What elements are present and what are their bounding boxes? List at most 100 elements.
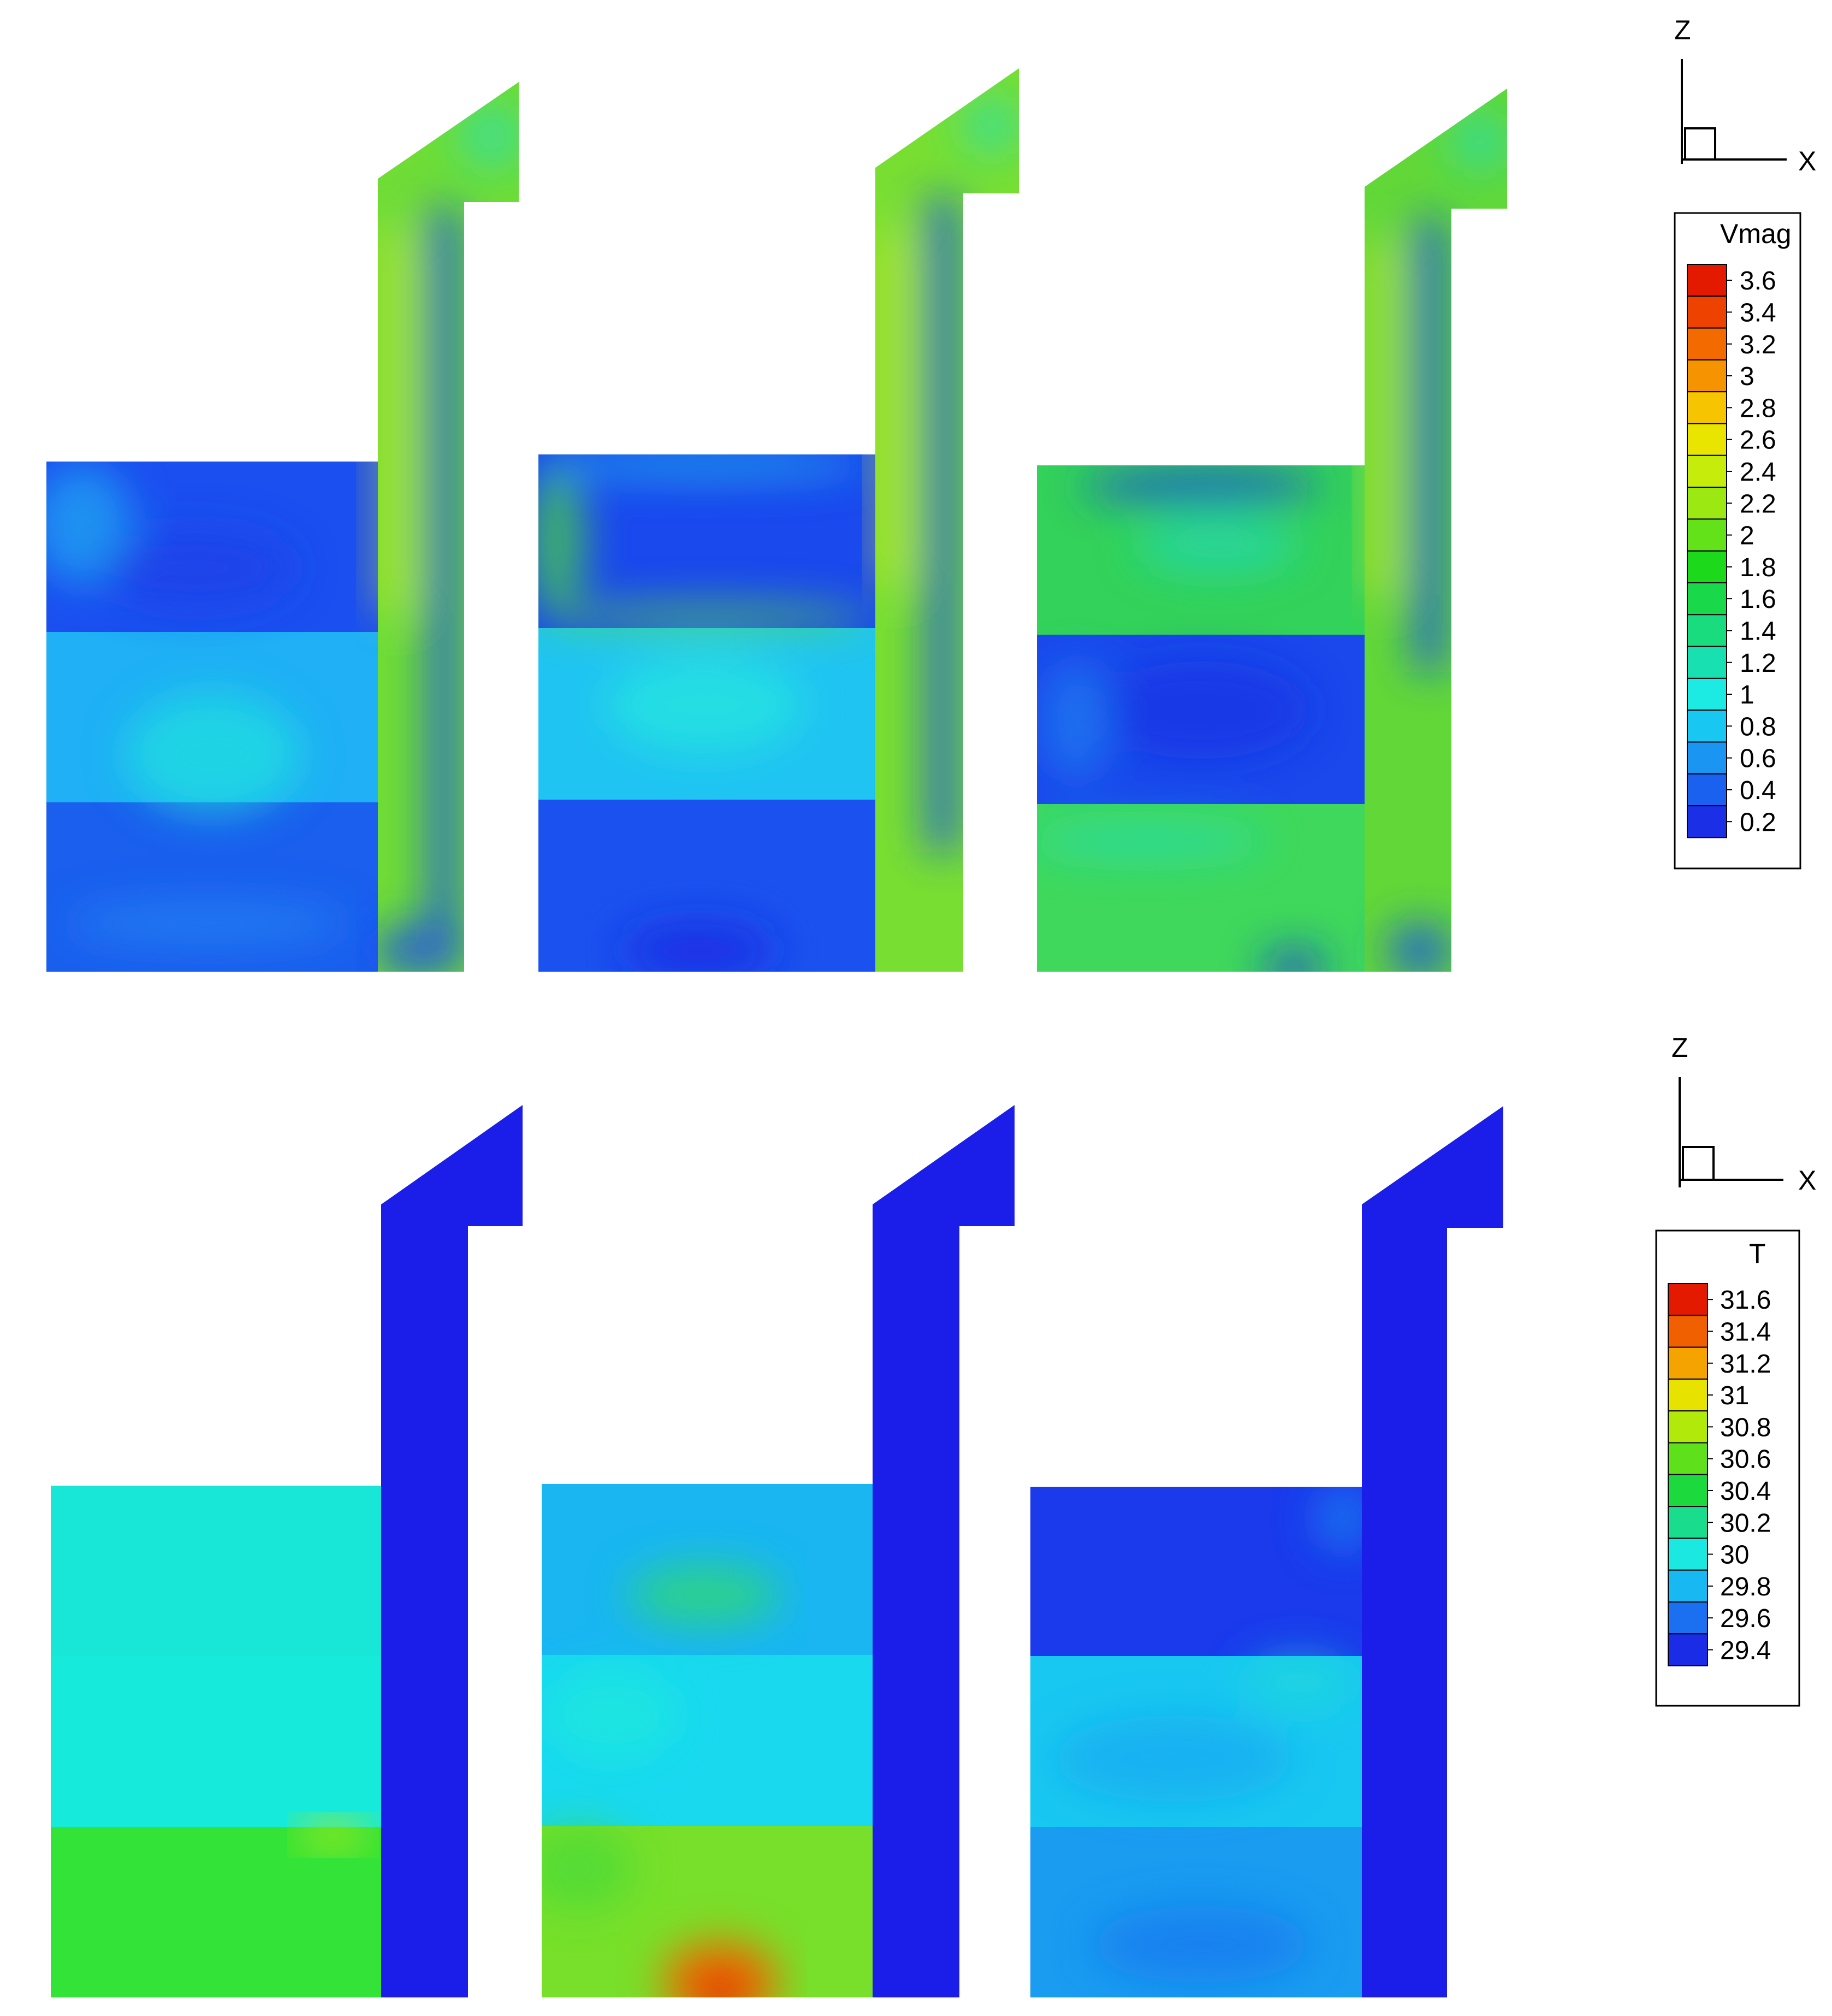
legend-tick-label: 2.6: [1740, 426, 1776, 455]
legend-tick-label: 29.4: [1720, 1636, 1771, 1665]
legend-color-swatch: [1668, 1569, 1708, 1603]
legend-color-swatch: [1668, 1506, 1708, 1539]
room-upper: [51, 1486, 381, 1657]
legend-tick-label: 2.4: [1740, 458, 1776, 487]
duct-shading: [876, 96, 1019, 852]
vmag-row: [46, 68, 1507, 972]
legend-tick-label: 30.4: [1720, 1477, 1771, 1506]
legend-color-swatch: [1687, 677, 1727, 711]
vmag-panel-case-3: [1037, 88, 1507, 972]
legend-color-swatch: [1687, 582, 1727, 616]
legend-tick-label: 3.4: [1740, 298, 1776, 327]
x-axis-label: X: [1798, 1165, 1816, 1196]
z-axis-label: Z: [1671, 1032, 1688, 1063]
legend-color-swatch: [1687, 359, 1727, 393]
legend-color-swatch: [1687, 550, 1727, 584]
legend-tick-label: 30.8: [1720, 1413, 1771, 1442]
legend-tick-label: 30.6: [1720, 1445, 1771, 1474]
legend-color-swatch: [1668, 1601, 1708, 1635]
legend-title: T: [1749, 1238, 1766, 1269]
legend-color-swatch: [1668, 1346, 1708, 1380]
exhaust-duct: [381, 1105, 523, 1997]
legend-tick-label: 1.2: [1740, 649, 1776, 678]
exhaust-duct: [873, 1105, 1015, 1997]
legend-color-swatch: [1687, 295, 1727, 329]
temperature-row: [51, 1105, 1503, 1997]
axis-corner-box: [1682, 1146, 1715, 1181]
legend-color-swatch: [1668, 1474, 1708, 1507]
duct-shading: [1366, 112, 1507, 972]
room-upper: [1030, 1487, 1362, 1656]
legend-color-swatch: [1687, 423, 1727, 456]
legend-color-swatch: [1687, 487, 1727, 520]
flow-field-shading: [46, 464, 349, 945]
vmag-panel-case-1: [46, 82, 519, 972]
legend-tick-label: 30: [1720, 1541, 1749, 1570]
legend-color-swatch: [1687, 805, 1727, 838]
axis-triad-vmag: [1681, 59, 1787, 164]
legend-color-swatch: [1668, 1538, 1708, 1571]
thermal-shading: [295, 1816, 371, 1854]
legend-tick-label: 1.8: [1740, 553, 1776, 582]
exhaust-duct: [1362, 1106, 1503, 1997]
legend-tick-label: 0.2: [1740, 808, 1776, 837]
legend-tick-label: 29.8: [1720, 1572, 1771, 1601]
duct-shading: [371, 104, 519, 972]
legend-color-swatch: [1668, 1633, 1708, 1666]
room-upper: [538, 454, 875, 628]
legend-tick-label: 0.4: [1740, 776, 1776, 805]
legend-color-swatch: [1687, 646, 1727, 679]
legend-tick-label: 30.2: [1720, 1509, 1771, 1538]
legend-tick-label: 0.8: [1740, 712, 1776, 741]
legend-tick-label: 3.6: [1740, 267, 1776, 295]
legend-tick-label: 1: [1740, 681, 1754, 710]
legend-color-swatch: [1687, 710, 1727, 743]
legend-tick-label: 31: [1720, 1381, 1749, 1410]
legend-tick-label: 2.8: [1740, 394, 1776, 423]
room-lower: [51, 1827, 381, 1997]
room-lower: [46, 802, 378, 972]
legend-tick-label: 3.2: [1740, 330, 1776, 359]
legend-vmag: Vmag 3.6 3.4 3.2 3 2.8 2.6 2.42.2 21.8 1.6 1.4 1.2…: [1674, 212, 1801, 870]
legend-color-swatch: [1687, 741, 1727, 775]
axis-triad-temperature: [1679, 1077, 1783, 1187]
temp-panel-case-3: [1030, 1106, 1503, 1997]
temp-panel-case-2: [542, 1105, 1015, 1997]
legend-tick-label: 1.6: [1740, 585, 1776, 614]
legend-color-swatch: [1687, 264, 1727, 297]
legend-color-swatch: [1687, 454, 1727, 488]
x-axis-label: X: [1798, 146, 1816, 176]
legend-colorbar: [1668, 1283, 1713, 1666]
legend-color-swatch: [1687, 773, 1727, 807]
legend-tick-label: 31.4: [1720, 1317, 1771, 1346]
thermal-shading: [1054, 1486, 1371, 1983]
room-middle: [51, 1657, 381, 1827]
z-axis-label: Z: [1674, 15, 1691, 45]
legend-colorbar: [1687, 264, 1732, 838]
legend-color-swatch: [1668, 1442, 1708, 1475]
legend-frame: [1655, 1229, 1800, 1707]
axis-corner-box: [1684, 127, 1716, 161]
legend-color-swatch: [1668, 1378, 1708, 1412]
legend-tick-label: 2: [1740, 522, 1754, 551]
legend-tick-label: 1.4: [1740, 617, 1776, 646]
flow-field-shading: [538, 452, 874, 972]
vmag-panel-case-2: [538, 68, 1019, 972]
legend-tick-labels: 3.6 3.4 3.2 3 2.8 2.6 2.42.2 21.8 1.6 1.4 1.2 10.8 0…: [1740, 267, 1776, 837]
legend-title: Vmag: [1720, 218, 1792, 249]
legend-tick-label: 3: [1740, 362, 1754, 391]
legend-tick-label: 0.6: [1740, 744, 1776, 773]
legend-frame: [1674, 212, 1801, 870]
flow-field-shading: [1037, 467, 1327, 972]
legend-color-swatch: [1687, 518, 1727, 552]
legend-tick-label: 31.2: [1720, 1350, 1771, 1379]
legend-color-swatch: [1687, 614, 1727, 647]
temp-panel-case-1: [51, 1105, 523, 1997]
thermal-shading: [542, 1565, 781, 1997]
legend-color-swatch: [1668, 1283, 1708, 1316]
legend-color-swatch: [1668, 1410, 1708, 1444]
legend-tick-label: 31.6: [1720, 1286, 1771, 1315]
